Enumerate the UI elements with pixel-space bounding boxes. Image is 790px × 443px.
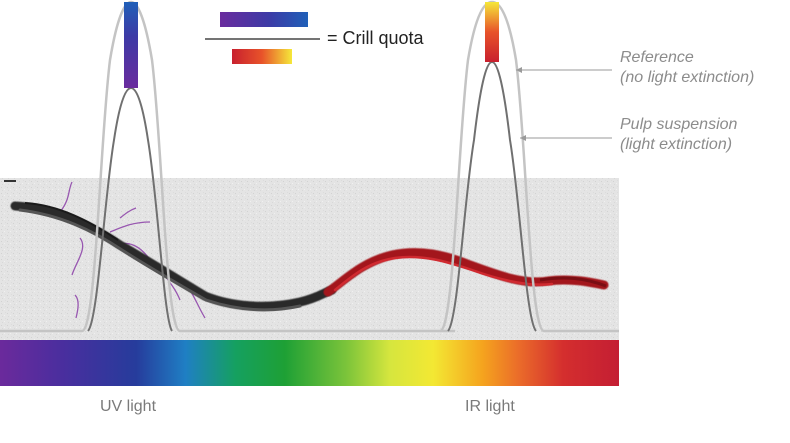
pulp-leader-arrow [520,135,526,141]
ir-light-label: IR light [465,398,515,415]
formula-denominator-swatch [232,49,292,64]
reference-label-line1: Reference [620,49,694,66]
uv-light-label: UV light [100,398,157,415]
reference-leader-arrow [516,67,522,73]
formula-equals-text: = Crill quota [327,28,424,48]
formula-numerator-swatch [220,12,308,27]
pulp-label-line1: Pulp suspension [620,116,738,133]
reference-label-line2: (no light extinction) [620,69,755,86]
pulp-label-line2: (light extinction) [620,136,733,153]
uv-absorption-bar [124,2,138,88]
light-spectrum-bar [0,340,619,386]
pulp-fiber-red [323,248,609,297]
pulp-fiber-dark [10,201,337,312]
scale-bar [4,180,16,182]
ir-absorption-bar [485,2,499,62]
micrograph-background [0,178,619,340]
